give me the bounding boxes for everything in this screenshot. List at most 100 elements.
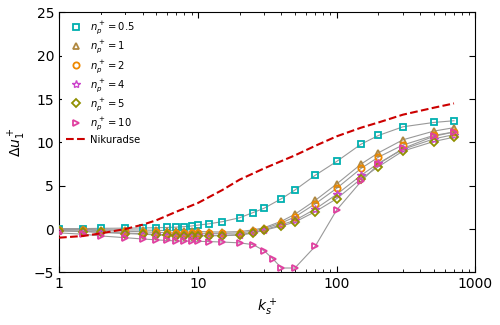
$n_p^+=0.5$ xyxy=(430,121,436,124)
$n_p^+=0.5$ xyxy=(164,226,170,229)
$n_p^+=1$ xyxy=(206,230,212,234)
Nikuradse xyxy=(451,101,457,105)
Nikuradse xyxy=(195,201,201,205)
$n_p^+=0.5$ xyxy=(80,227,86,230)
$n_p^+=1$ xyxy=(220,230,226,234)
$n_p^+=4$ xyxy=(312,207,318,211)
$n_p^+=2$ xyxy=(278,221,284,225)
$n_p^+=1$ xyxy=(98,228,104,232)
$n_p^+=1$ xyxy=(236,230,242,234)
Line: $n_p^+=2$: $n_p^+=2$ xyxy=(56,129,457,237)
$n_p^+=5$ xyxy=(195,234,201,238)
$n_p^+=2$ xyxy=(451,130,457,134)
$n_p^+=4$ xyxy=(195,233,201,237)
$n_p^+=5$ xyxy=(98,230,104,234)
$n_p^+=2$ xyxy=(261,227,267,230)
$n_p^+=2$ xyxy=(220,231,226,235)
$n_p^+=2$ xyxy=(80,228,86,232)
Nikuradse xyxy=(376,121,382,124)
$n_p^+=2$ xyxy=(164,231,170,235)
$n_p^+=2$ xyxy=(376,155,382,159)
$n_p^+=2$ xyxy=(334,186,340,190)
$n_p^+=0.5$ xyxy=(358,142,364,146)
Nikuradse xyxy=(122,227,128,231)
Line: $n_p^+=10$: $n_p^+=10$ xyxy=(56,129,457,271)
$n_p^+=5$ xyxy=(358,177,364,181)
$n_p^+=4$ xyxy=(206,233,212,237)
$n_p^+=4$ xyxy=(182,233,188,237)
Nikuradse xyxy=(80,234,86,238)
$n_p^+=2$ xyxy=(312,202,318,206)
$n_p^+=10$ xyxy=(153,238,159,242)
$n_p^+=10$ xyxy=(451,130,457,134)
$n_p^+=2$ xyxy=(56,228,62,232)
$n_p^+=5$ xyxy=(164,233,170,237)
$n_p^+=1$ xyxy=(451,126,457,130)
$n_p^+=10$ xyxy=(164,239,170,242)
$n_p^+=10$ xyxy=(98,234,104,238)
$n_p^+=1$ xyxy=(292,212,298,216)
$n_p^+=2$ xyxy=(250,229,256,233)
Line: $n_p^+=0.5$: $n_p^+=0.5$ xyxy=(56,118,457,232)
Nikuradse xyxy=(292,153,298,157)
Legend: $n_p^+=0.5$, $n_p^+=1$, $n_p^+=2$, $n_p^+=4$, $n_p^+=5$, $n_p^+=10$, Nikuradse: $n_p^+=0.5$, $n_p^+=1$, $n_p^+=2$, $n_p^… xyxy=(62,16,144,149)
$n_p^+=1$ xyxy=(334,182,340,186)
$n_p^+=10$ xyxy=(278,266,284,270)
$n_p^+=1$ xyxy=(430,129,436,133)
$n_p^+=5$ xyxy=(56,229,62,233)
$n_p^+=0.5$ xyxy=(98,227,104,230)
$n_p^+=2$ xyxy=(206,231,212,235)
$n_p^+=5$ xyxy=(430,139,436,143)
$n_p^+=0.5$ xyxy=(220,220,226,224)
$n_p^+=5$ xyxy=(153,233,159,237)
$n_p^+=10$ xyxy=(188,239,194,243)
Nikuradse xyxy=(56,236,62,240)
$n_p^+=2$ xyxy=(292,215,298,219)
$n_p^+=10$ xyxy=(236,241,242,245)
Nikuradse xyxy=(358,126,364,130)
$n_p^+=5$ xyxy=(250,231,256,235)
Nikuradse xyxy=(236,178,242,182)
Line: $n_p^+=1$: $n_p^+=1$ xyxy=(56,124,457,235)
$n_p^+=10$ xyxy=(140,237,145,241)
$n_p^+=2$ xyxy=(153,230,159,234)
$n_p^+=0.5$ xyxy=(206,222,212,226)
$n_p^+=4$ xyxy=(56,228,62,232)
$n_p^+=4$ xyxy=(250,230,256,234)
$n_p^+=1$ xyxy=(182,229,188,233)
Nikuradse xyxy=(220,188,226,192)
$n_p^+=1$ xyxy=(56,227,62,231)
$n_p^+=4$ xyxy=(278,223,284,227)
$n_p^+=4$ xyxy=(376,161,382,165)
$n_p^+=4$ xyxy=(188,233,194,237)
$n_p^+=10$ xyxy=(312,244,318,248)
$n_p^+=0.5$ xyxy=(334,160,340,163)
$n_p^+=0.5$ xyxy=(278,197,284,201)
$n_p^+=0.5$ xyxy=(451,119,457,123)
$n_p^+=0.5$ xyxy=(195,223,201,227)
Nikuradse xyxy=(400,113,406,117)
$n_p^+=1$ xyxy=(312,199,318,202)
$n_p^+=0.5$ xyxy=(261,206,267,210)
$n_p^+=1$ xyxy=(140,228,145,232)
$n_p^+=2$ xyxy=(430,134,436,137)
$n_p^+=2$ xyxy=(122,229,128,233)
$n_p^+=10$ xyxy=(430,134,436,138)
$n_p^+=0.5$ xyxy=(312,173,318,177)
Line: Nikuradse: Nikuradse xyxy=(59,103,454,238)
Nikuradse xyxy=(430,106,436,110)
$n_p^+=5$ xyxy=(261,228,267,232)
$n_p^+=2$ xyxy=(174,231,180,235)
$n_p^+=4$ xyxy=(140,232,145,236)
$n_p^+=10$ xyxy=(334,208,340,212)
$n_p^+=0.5$ xyxy=(153,226,159,230)
$n_p^+=0.5$ xyxy=(174,225,180,229)
Nikuradse xyxy=(312,144,318,148)
$n_p^+=10$ xyxy=(56,231,62,235)
$n_p^+=0.5$ xyxy=(140,226,145,230)
$n_p^+=5$ xyxy=(122,232,128,236)
$n_p^+=4$ xyxy=(174,233,180,237)
$n_p^+=4$ xyxy=(261,228,267,232)
$n_p^+=1$ xyxy=(261,226,267,230)
$n_p^+=10$ xyxy=(376,162,382,166)
